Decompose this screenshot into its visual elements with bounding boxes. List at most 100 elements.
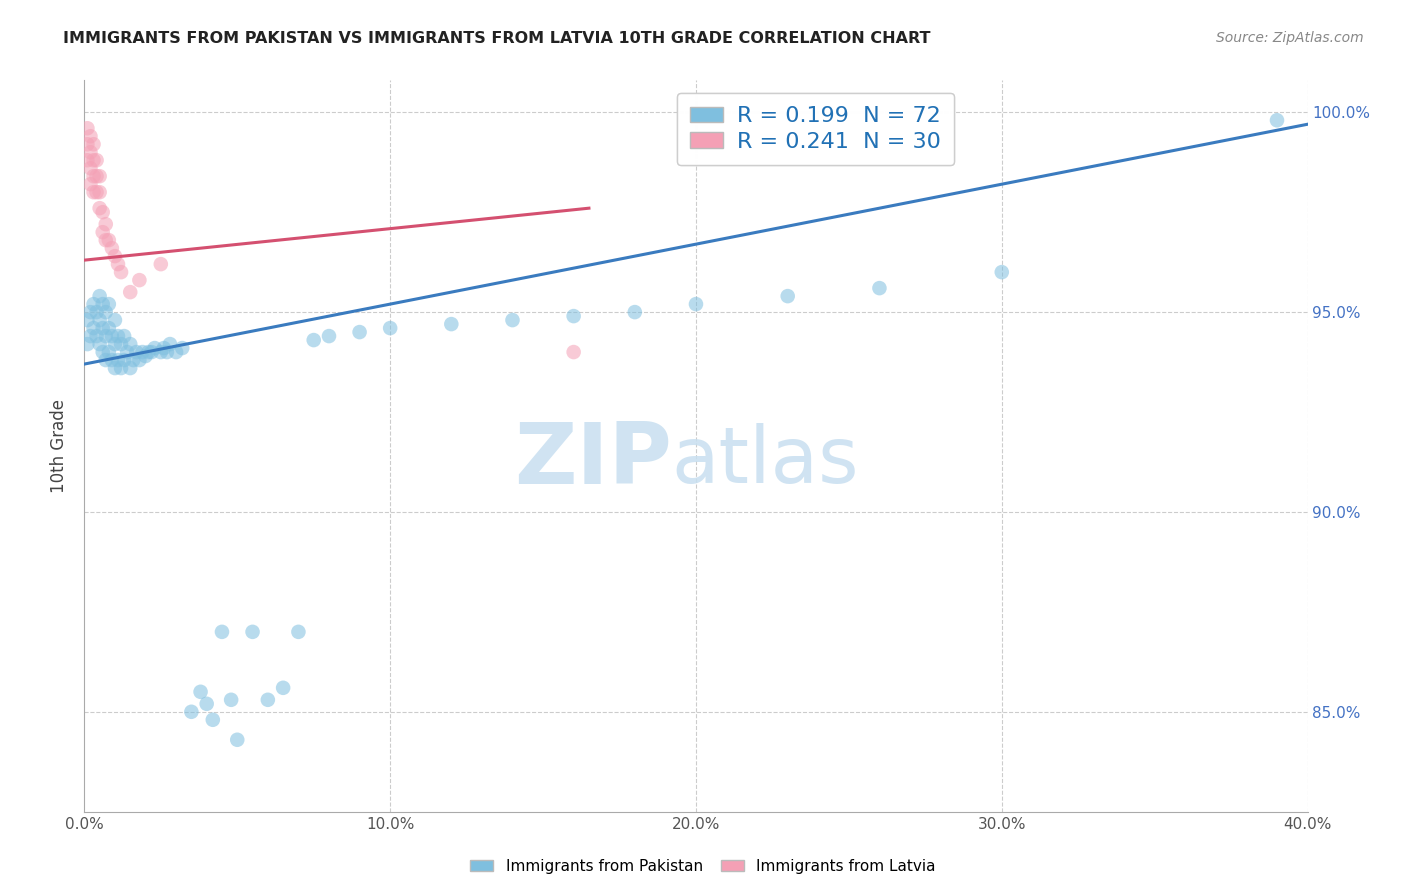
Point — [685, 297, 707, 311]
Point — [79, 129, 101, 144]
Point — [138, 345, 160, 359]
Point — [97, 233, 120, 247]
Point — [76, 121, 98, 136]
Point — [242, 624, 264, 639]
Point — [89, 313, 111, 327]
Point — [86, 153, 108, 168]
Point — [211, 624, 233, 639]
Point — [94, 305, 117, 319]
Point — [112, 353, 135, 368]
Point — [624, 305, 647, 319]
Point — [156, 345, 179, 359]
Point — [349, 325, 371, 339]
Point — [562, 309, 585, 323]
Point — [94, 233, 117, 247]
Text: IMMIGRANTS FROM PAKISTAN VS IMMIGRANTS FROM LATVIA 10TH GRADE CORRELATION CHART: IMMIGRANTS FROM PAKISTAN VS IMMIGRANTS F… — [63, 31, 931, 46]
Point — [131, 345, 153, 359]
Point — [86, 329, 108, 343]
Point — [159, 337, 181, 351]
Point — [76, 137, 98, 152]
Point — [195, 697, 218, 711]
Point — [149, 257, 172, 271]
Point — [86, 169, 108, 184]
Point — [122, 353, 145, 368]
Point — [86, 185, 108, 199]
Point — [94, 353, 117, 368]
Point — [125, 345, 148, 359]
Point — [180, 705, 202, 719]
Point — [287, 624, 309, 639]
Point — [101, 353, 124, 368]
Point — [97, 321, 120, 335]
Point — [97, 297, 120, 311]
Point — [91, 345, 114, 359]
Point — [89, 169, 111, 184]
Point — [91, 225, 114, 239]
Point — [153, 341, 176, 355]
Point — [120, 337, 142, 351]
Point — [112, 329, 135, 343]
Point — [79, 145, 101, 160]
Point — [135, 349, 157, 363]
Legend: R = 0.199  N = 72, R = 0.241  N = 30: R = 0.199 N = 72, R = 0.241 N = 30 — [676, 93, 953, 165]
Point — [104, 313, 127, 327]
Point — [110, 337, 132, 351]
Point — [201, 713, 224, 727]
Point — [110, 361, 132, 376]
Point — [76, 337, 98, 351]
Point — [89, 185, 111, 199]
Legend: Immigrants from Pakistan, Immigrants from Latvia: Immigrants from Pakistan, Immigrants fro… — [464, 853, 942, 880]
Point — [776, 289, 799, 303]
Text: ZIP: ZIP — [513, 419, 672, 502]
Point — [83, 153, 105, 168]
Point — [380, 321, 402, 335]
Point — [104, 361, 127, 376]
Point — [94, 329, 117, 343]
Point — [141, 345, 163, 359]
Point — [115, 345, 138, 359]
Y-axis label: 10th Grade: 10th Grade — [51, 399, 69, 493]
Point — [107, 353, 129, 368]
Point — [79, 161, 101, 176]
Point — [219, 693, 242, 707]
Point — [83, 137, 105, 152]
Point — [79, 305, 101, 319]
Point — [869, 281, 891, 295]
Point — [1265, 113, 1288, 128]
Point — [107, 329, 129, 343]
Point — [107, 257, 129, 271]
Point — [149, 345, 172, 359]
Point — [104, 337, 127, 351]
Point — [94, 217, 117, 231]
Point — [101, 329, 124, 343]
Point — [97, 345, 120, 359]
Point — [86, 305, 108, 319]
Point — [440, 317, 463, 331]
Point — [318, 329, 340, 343]
Point — [83, 297, 105, 311]
Point — [991, 265, 1014, 279]
Point — [83, 185, 105, 199]
Point — [104, 249, 127, 263]
Text: Source: ZipAtlas.com: Source: ZipAtlas.com — [1216, 31, 1364, 45]
Point — [120, 361, 142, 376]
Text: atlas: atlas — [672, 423, 859, 499]
Point — [257, 693, 280, 707]
Point — [128, 353, 150, 368]
Point — [79, 329, 101, 343]
Point — [91, 205, 114, 219]
Point — [89, 201, 111, 215]
Point — [76, 153, 98, 168]
Point — [172, 341, 194, 355]
Point — [83, 169, 105, 184]
Point — [101, 241, 124, 255]
Point — [190, 685, 212, 699]
Point — [110, 265, 132, 279]
Point — [165, 345, 187, 359]
Point — [76, 313, 98, 327]
Point — [91, 321, 114, 335]
Point — [302, 333, 325, 347]
Point — [89, 289, 111, 303]
Point — [83, 321, 105, 335]
Point — [226, 732, 249, 747]
